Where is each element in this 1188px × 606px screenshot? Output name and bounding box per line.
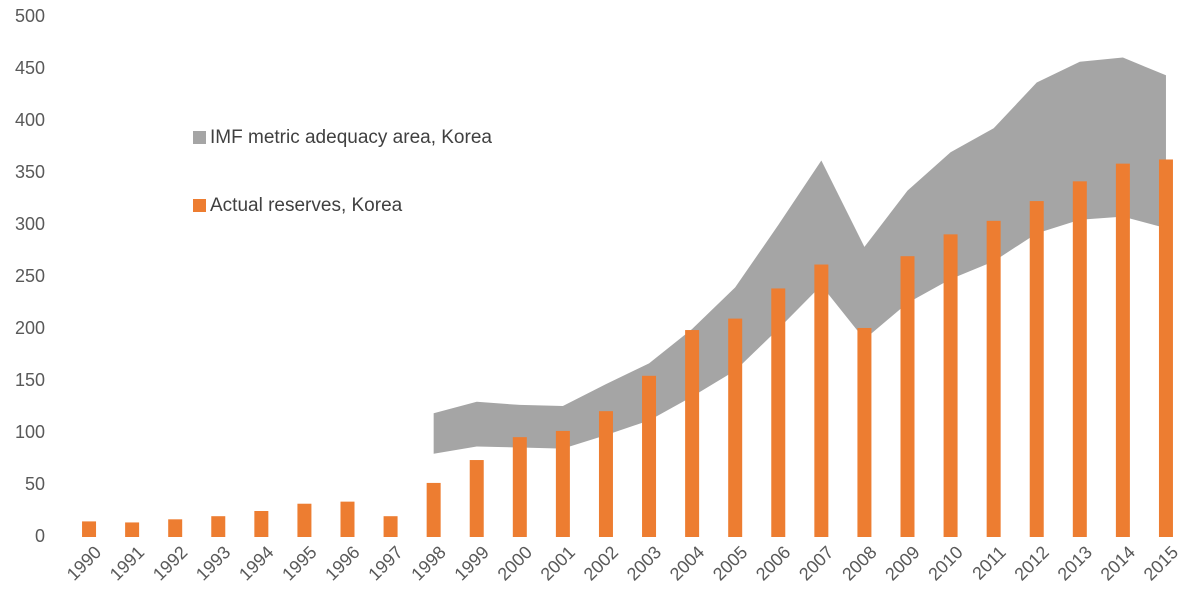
x-tick-label: 1994	[235, 542, 277, 584]
bar	[211, 516, 226, 537]
bar	[254, 511, 269, 537]
x-tick-label: 1990	[63, 542, 105, 584]
bar	[426, 482, 441, 537]
x-tick-label: 1996	[321, 542, 363, 584]
bar	[82, 521, 97, 537]
bar	[512, 437, 527, 537]
x-tick-label: 2002	[580, 542, 622, 584]
bar	[555, 430, 570, 537]
x-tick-label: 2006	[752, 542, 794, 584]
bar	[642, 375, 657, 537]
y-tick-label: 150	[15, 370, 45, 390]
bar	[598, 411, 613, 537]
x-tick-label: 1995	[278, 542, 320, 584]
bar	[1072, 181, 1087, 537]
legend-swatch	[193, 199, 206, 212]
y-tick-label: 200	[15, 318, 45, 338]
y-tick-label: 100	[15, 422, 45, 442]
x-tick-label: 2012	[1010, 542, 1052, 584]
bar	[771, 288, 786, 537]
bar	[943, 234, 958, 538]
bar	[986, 220, 1001, 537]
bar	[1115, 163, 1130, 537]
x-tick-label: 1991	[106, 542, 148, 584]
bar	[383, 516, 398, 537]
bar	[857, 327, 872, 537]
y-tick-label: 300	[15, 214, 45, 234]
bar	[900, 256, 915, 537]
bar	[728, 318, 743, 537]
bar	[168, 519, 183, 537]
y-tick-label: 50	[25, 474, 45, 494]
x-tick-label: 2010	[924, 542, 966, 584]
x-tick-label: 2009	[881, 542, 923, 584]
y-tick-label: 450	[15, 58, 45, 78]
x-tick-label: 1993	[192, 542, 234, 584]
bar	[340, 501, 355, 537]
bar	[1158, 159, 1173, 538]
x-tick-label: 2007	[795, 542, 837, 584]
y-tick-label: 350	[15, 162, 45, 182]
bar	[814, 264, 829, 537]
x-tick-label: 2000	[494, 542, 536, 584]
x-tick-label: 2001	[537, 542, 579, 584]
x-tick-label: 2013	[1054, 542, 1096, 584]
y-tick-label: 0	[35, 526, 45, 546]
y-tick-label: 400	[15, 110, 45, 130]
x-tick-label: 2004	[666, 542, 708, 584]
bar	[125, 522, 140, 537]
legend-label: IMF metric adequacy area, Korea	[210, 127, 492, 148]
legend-swatch	[193, 131, 206, 144]
x-tick-label: 1999	[450, 542, 492, 584]
x-tick-label: 1998	[407, 542, 449, 584]
bar	[1029, 201, 1044, 537]
x-tick-label: 2015	[1140, 542, 1182, 584]
legend-label: Actual reserves, Korea	[210, 195, 403, 216]
x-tick-label: 2011	[968, 542, 1010, 584]
y-tick-label: 250	[15, 266, 45, 286]
bar	[469, 460, 484, 537]
x-tick-label: 1997	[364, 542, 406, 584]
x-tick-label: 2005	[709, 542, 751, 584]
x-tick-label: 1992	[149, 542, 191, 584]
bar	[297, 503, 312, 537]
x-tick-label: 2008	[838, 542, 880, 584]
x-tick-label: 2014	[1097, 542, 1139, 584]
x-tick-label: 2003	[623, 542, 665, 584]
range-area	[433, 57, 1166, 454]
bar	[685, 330, 700, 537]
y-tick-label: 500	[15, 6, 45, 26]
